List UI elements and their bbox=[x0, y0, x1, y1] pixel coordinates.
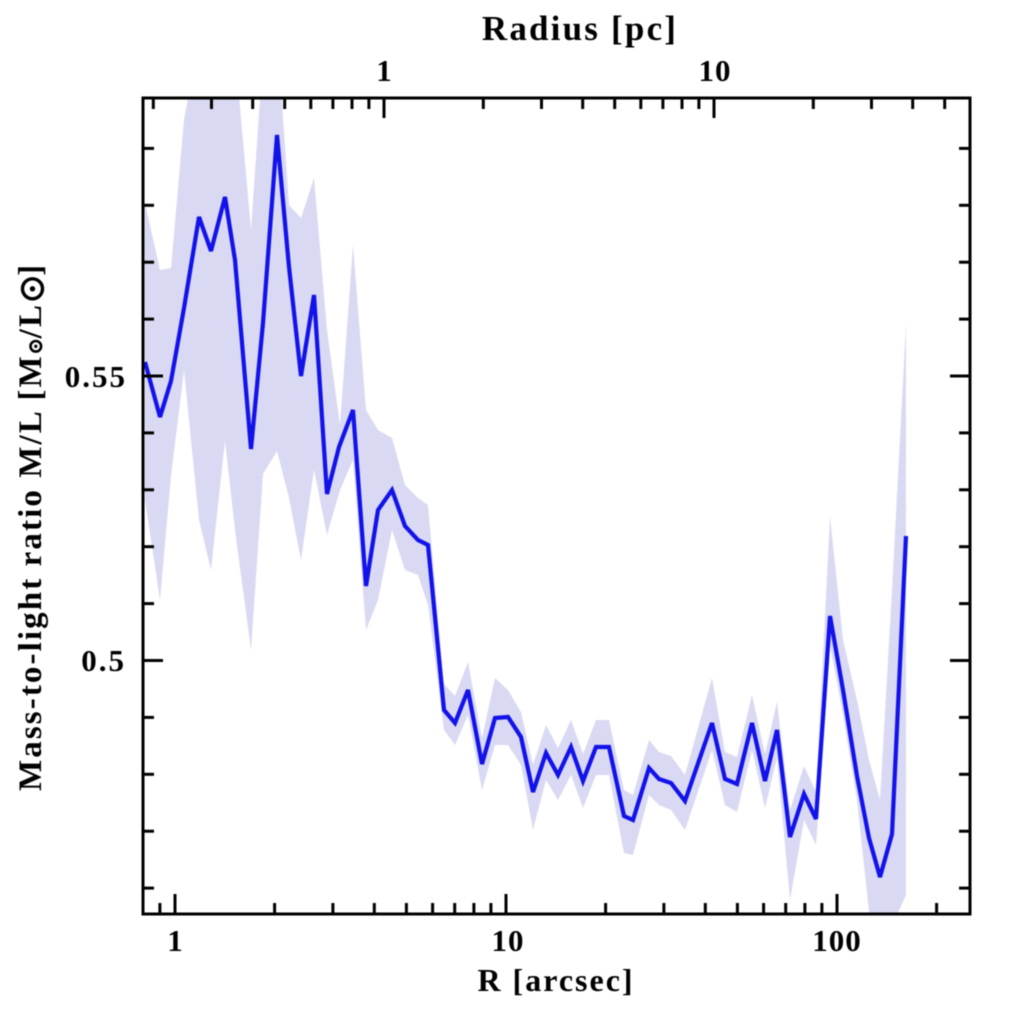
svg-text:0.55: 0.55 bbox=[65, 359, 127, 394]
svg-text:10: 10 bbox=[492, 923, 525, 958]
svg-text:1: 1 bbox=[167, 923, 183, 958]
svg-text:Mass-to-light ratio M/L [M: Mass-to-light ratio M/L [M bbox=[13, 354, 49, 791]
svg-text:1: 1 bbox=[376, 53, 392, 88]
svg-text:]: ] bbox=[13, 263, 49, 276]
svg-text:0.5: 0.5 bbox=[81, 643, 126, 678]
svg-text:/L: /L bbox=[13, 303, 49, 339]
svg-text:R [arcsec]: R [arcsec] bbox=[477, 962, 634, 998]
svg-text:10: 10 bbox=[699, 53, 732, 88]
svg-text:100: 100 bbox=[812, 923, 862, 958]
svg-text:Radius [pc]: Radius [pc] bbox=[482, 9, 678, 48]
